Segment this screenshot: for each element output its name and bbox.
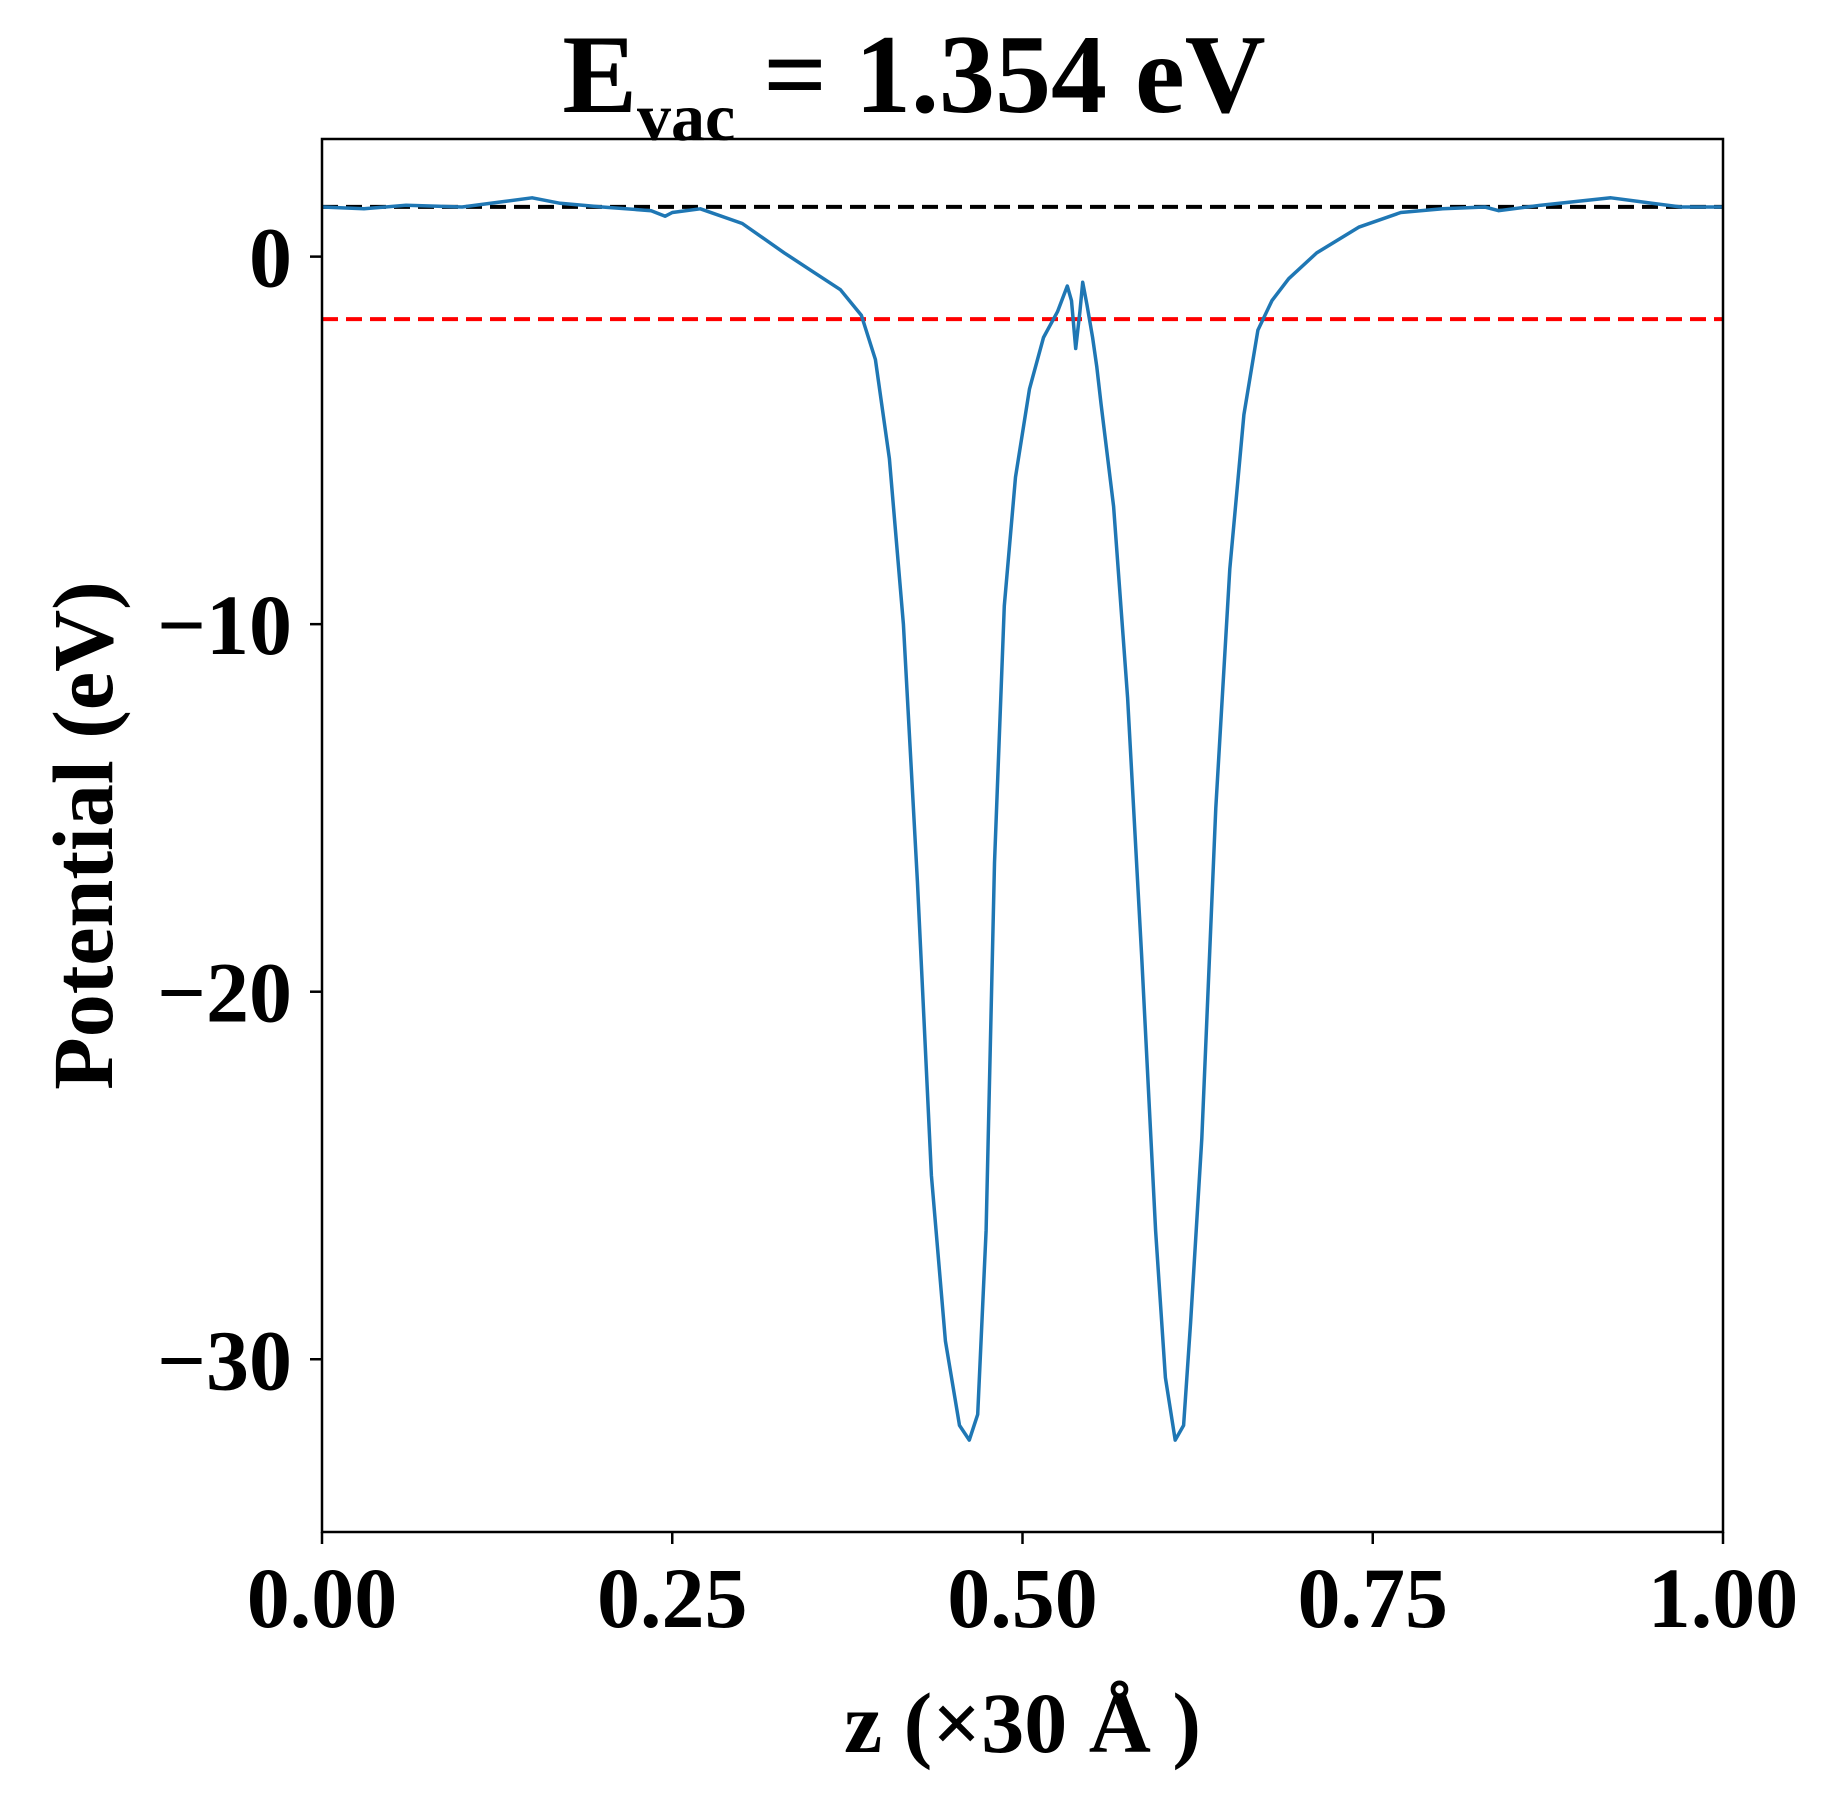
x-tick-label: 0.50 [947,1550,1098,1646]
series-line-0 [322,196,1723,1442]
series-layer [322,196,1723,1442]
y-axis-label: Potential (eV) [35,581,131,1090]
y-axis-ticks: 0 −10 −20 −30 [157,210,322,1408]
y-tick-label: −10 [157,577,292,673]
x-axis-label: z (×30 Å ) [844,1675,1201,1771]
y-tick-label: 0 [249,210,292,306]
y-tick-label: −30 [157,1312,292,1408]
x-tick-label: 0.00 [247,1550,398,1646]
title-rest: = 1.354 eV [735,13,1265,137]
plot-area: 0.00 0.25 0.50 0.75 1.00 0 −10 −20 −30 [157,137,1799,1646]
x-axis-ticks: 0.00 0.25 0.50 0.75 1.00 [247,1532,1799,1646]
x-tick-label: 0.75 [1298,1550,1449,1646]
x-tick-label: 0.25 [597,1550,748,1646]
y-tick-label: −20 [157,945,292,1041]
title-subscript: vac [637,79,735,155]
title-main: E [562,13,637,137]
chart-title: Evac = 1.354 eV [562,13,1265,155]
x-tick-label: 1.00 [1648,1550,1799,1646]
